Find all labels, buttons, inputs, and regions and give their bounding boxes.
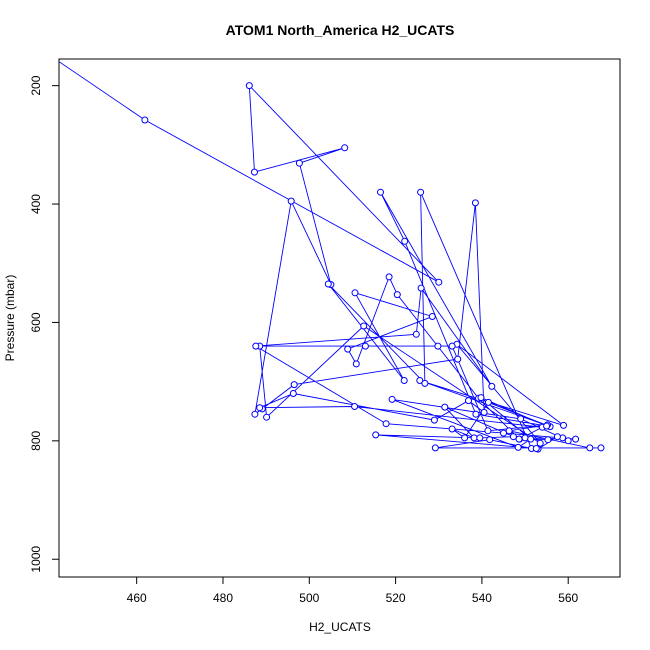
data-point [360, 322, 368, 330]
data-point [289, 390, 297, 397]
data-point [401, 237, 409, 245]
data-point [480, 408, 488, 416]
data-point [256, 404, 264, 412]
data-point [532, 445, 540, 452]
data-point [428, 313, 436, 320]
data-point [514, 443, 522, 451]
y-tick-label: 800 [29, 431, 43, 451]
plot-frame [58, 58, 621, 578]
data-point [441, 403, 449, 411]
x-axis-label: H2_UCATS [309, 620, 371, 634]
data-point [344, 345, 352, 353]
data-point [393, 291, 401, 299]
data-point [448, 342, 456, 350]
data-point [572, 435, 580, 443]
data-point [484, 427, 492, 435]
y-axis-label: Pressure (mbar) [3, 275, 17, 362]
data-point [416, 377, 424, 384]
data-point [486, 436, 494, 444]
data-point [461, 434, 469, 442]
series-line [59, 61, 601, 450]
data-point [484, 398, 492, 406]
y-axis: 200 400 600 800 1000 [29, 75, 59, 573]
data-point [536, 439, 544, 447]
data-point [377, 188, 384, 196]
data-point [430, 416, 438, 424]
data-point [295, 159, 303, 167]
y-tick-label: 400 [29, 194, 43, 214]
data-point [141, 116, 149, 124]
data-point [252, 342, 260, 350]
data-point [388, 395, 396, 403]
data-point [263, 413, 271, 421]
data-point [417, 284, 425, 292]
data-point [454, 355, 462, 363]
data-point [465, 397, 472, 405]
data-point [385, 273, 393, 281]
data-point [544, 436, 552, 444]
x-tick-label: 540 [472, 591, 492, 605]
data-point [372, 431, 380, 439]
data-point [421, 379, 429, 387]
data-point [472, 410, 480, 418]
data-point [476, 434, 484, 442]
x-tick-label: 520 [386, 591, 406, 605]
data-point [431, 444, 439, 452]
data-point [434, 342, 442, 350]
x-tick-label: 560 [558, 591, 578, 605]
data-point [488, 382, 496, 390]
y-tick-label: 600 [29, 312, 43, 332]
data-point [412, 330, 420, 338]
data-point [527, 435, 535, 443]
plot-area [59, 61, 605, 453]
data-point [509, 433, 517, 441]
data-point [586, 444, 594, 452]
data-point [517, 415, 525, 423]
data-point [560, 421, 567, 429]
data-point [417, 188, 425, 196]
y-tick-label: 200 [29, 75, 43, 95]
data-point [505, 427, 513, 435]
data-point [564, 437, 572, 445]
chart-title: ATOM1 North_America H2_UCATS [226, 22, 455, 38]
data-point [521, 434, 529, 442]
data-point [287, 197, 295, 205]
data-point [290, 381, 298, 389]
data-point [341, 144, 349, 152]
x-tick-label: 460 [127, 591, 147, 605]
y-tick-label: 1000 [29, 546, 43, 573]
data-point [553, 433, 561, 441]
data-point [400, 377, 408, 384]
data-point [251, 168, 258, 176]
data-point [477, 394, 485, 402]
data-point [245, 82, 253, 90]
data-point [500, 429, 507, 437]
data-point [351, 289, 359, 297]
data-point [352, 360, 360, 368]
x-axis: 460 480 500 520 540 560 [127, 577, 579, 605]
data-point [448, 425, 456, 433]
data-point [361, 342, 369, 350]
data-point [597, 444, 605, 452]
data-point [471, 199, 479, 207]
data-point [324, 280, 332, 288]
data-point [251, 410, 259, 418]
data-point [515, 435, 523, 443]
x-tick-label: 500 [299, 591, 319, 605]
data-point [351, 403, 359, 410]
data-point [470, 434, 478, 442]
data-point [382, 420, 390, 428]
x-tick-label: 480 [213, 591, 233, 605]
data-point [543, 422, 551, 430]
data-point [435, 278, 443, 286]
